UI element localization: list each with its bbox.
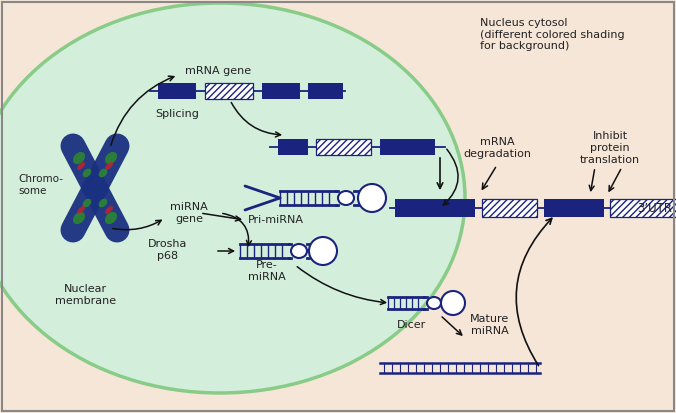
Circle shape bbox=[358, 184, 386, 212]
Circle shape bbox=[309, 237, 337, 265]
Circle shape bbox=[441, 291, 465, 315]
Ellipse shape bbox=[0, 3, 465, 393]
Text: Pre-
miRNA: Pre- miRNA bbox=[248, 260, 286, 282]
Text: Inhibit
protein
translation: Inhibit protein translation bbox=[580, 131, 640, 165]
Ellipse shape bbox=[73, 152, 85, 164]
Ellipse shape bbox=[82, 169, 91, 177]
Text: Chromo-
some: Chromo- some bbox=[18, 174, 63, 196]
Bar bbox=[395, 199, 475, 217]
Text: Drosha
p68: Drosha p68 bbox=[148, 239, 187, 261]
Text: Dicer: Dicer bbox=[397, 320, 427, 330]
Bar bbox=[544, 199, 604, 217]
Text: Nuclear
membrane: Nuclear membrane bbox=[55, 284, 116, 306]
Ellipse shape bbox=[82, 199, 91, 207]
Bar bbox=[482, 199, 537, 217]
Bar bbox=[316, 139, 371, 155]
Bar bbox=[278, 139, 308, 155]
Ellipse shape bbox=[73, 212, 85, 224]
Text: Nucleus cytosol
(different colored shading
for background): Nucleus cytosol (different colored shadi… bbox=[480, 18, 625, 51]
Bar bbox=[158, 83, 196, 99]
Text: mRNA
degradation: mRNA degradation bbox=[463, 137, 531, 159]
Text: Pri-miRNA: Pri-miRNA bbox=[248, 215, 304, 225]
Bar bbox=[205, 83, 253, 99]
Ellipse shape bbox=[105, 206, 113, 214]
Bar bbox=[380, 139, 435, 155]
Bar bbox=[610, 199, 676, 217]
Text: miRNA
gene: miRNA gene bbox=[170, 202, 208, 224]
Text: Splicing: Splicing bbox=[155, 109, 199, 119]
Text: 3’UTR: 3’UTR bbox=[637, 202, 672, 214]
Ellipse shape bbox=[105, 162, 113, 170]
Text: mRNA gene: mRNA gene bbox=[185, 66, 251, 76]
Bar bbox=[308, 83, 343, 99]
Ellipse shape bbox=[105, 212, 117, 224]
Ellipse shape bbox=[338, 191, 354, 205]
Ellipse shape bbox=[99, 199, 107, 207]
Text: Mature
miRNA: Mature miRNA bbox=[470, 314, 509, 336]
Bar bbox=[262, 83, 300, 99]
Ellipse shape bbox=[77, 162, 85, 170]
Ellipse shape bbox=[427, 297, 441, 309]
Ellipse shape bbox=[291, 244, 307, 258]
Ellipse shape bbox=[99, 169, 107, 177]
Ellipse shape bbox=[105, 152, 117, 164]
Ellipse shape bbox=[77, 206, 85, 214]
